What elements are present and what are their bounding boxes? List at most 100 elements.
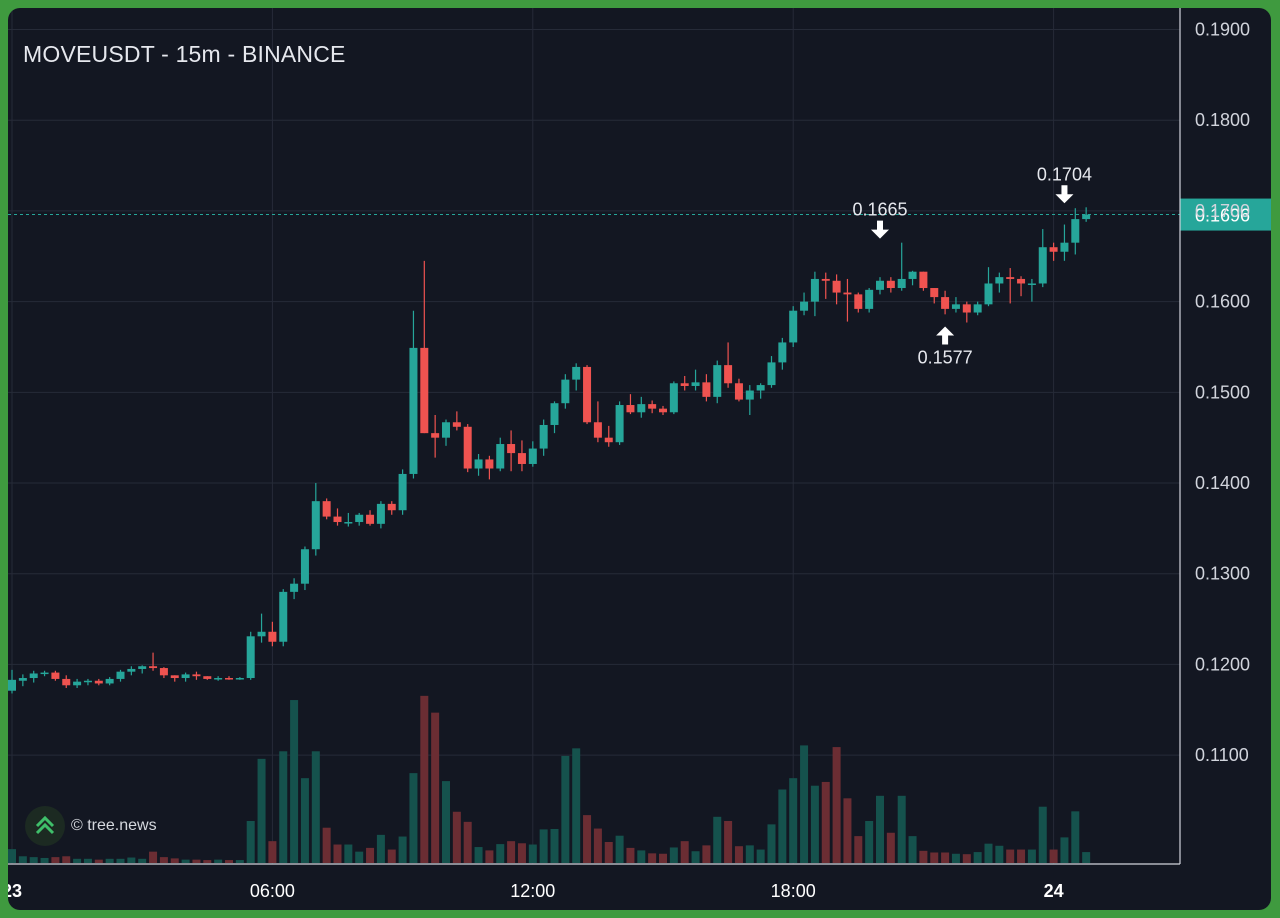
price-axis[interactable]: 0.1900 0.1800 0.1700 0.1600 0.1500 0.1400 0.13… bbox=[1179, 8, 1250, 864]
candle-body bbox=[62, 678, 71, 686]
volume-bar bbox=[756, 849, 765, 863]
candle-body bbox=[854, 294, 863, 309]
candle-body bbox=[702, 382, 711, 397]
candle-body bbox=[691, 382, 700, 386]
candle-body bbox=[1006, 277, 1015, 279]
candle-body bbox=[463, 426, 472, 469]
y-tick-label: 0.1900 bbox=[1195, 20, 1250, 40]
candle-body bbox=[1071, 219, 1080, 243]
candle-body bbox=[800, 301, 809, 311]
volume-bar bbox=[366, 847, 375, 863]
candle-body bbox=[40, 672, 49, 675]
y-tick-label: 0.1100 bbox=[1195, 745, 1249, 765]
candle-body bbox=[149, 666, 158, 669]
volume-bar bbox=[62, 856, 71, 863]
candle-body bbox=[474, 459, 483, 469]
candle-body bbox=[713, 365, 722, 397]
volume-bar bbox=[908, 836, 917, 863]
volume-bar bbox=[1049, 849, 1058, 863]
volume-bar bbox=[225, 860, 233, 863]
volume-bar bbox=[561, 755, 570, 863]
volume-bars bbox=[8, 695, 1091, 863]
volume-bar bbox=[420, 695, 429, 863]
candle-body bbox=[192, 674, 201, 677]
volume-bar bbox=[995, 845, 1004, 863]
candle-body bbox=[257, 631, 266, 637]
watermark-text: © tree.news bbox=[71, 817, 157, 834]
volume-bar bbox=[116, 858, 125, 863]
volume-bar bbox=[496, 844, 505, 863]
volume-bar bbox=[604, 842, 613, 863]
volume-bar bbox=[73, 858, 82, 863]
volume-bar bbox=[322, 827, 331, 863]
volume-bar bbox=[83, 858, 92, 863]
volume-bar bbox=[51, 857, 60, 863]
candle-body bbox=[843, 292, 852, 295]
volume-bar bbox=[1006, 849, 1015, 863]
candle-body bbox=[322, 501, 331, 517]
volume-bar bbox=[593, 828, 602, 863]
candle-body bbox=[311, 501, 320, 550]
candle-body bbox=[539, 424, 548, 449]
volume-bar bbox=[876, 795, 884, 863]
candle-body bbox=[734, 383, 743, 400]
volume-bar bbox=[246, 821, 255, 863]
volume-bar bbox=[615, 835, 624, 863]
volume-bar bbox=[897, 795, 906, 863]
candle-body bbox=[876, 280, 884, 290]
volume-bar bbox=[311, 751, 320, 863]
candle-body bbox=[984, 283, 993, 305]
candle-body bbox=[496, 444, 505, 469]
y-tick-label: 0.1200 bbox=[1195, 654, 1250, 674]
volume-bar bbox=[517, 843, 526, 863]
volume-bar bbox=[257, 758, 266, 863]
grid-lines bbox=[8, 8, 1180, 864]
candle-body bbox=[51, 672, 60, 679]
last-price-line: 0.1696 bbox=[8, 198, 1271, 231]
candle-body bbox=[29, 673, 38, 679]
candle-body bbox=[517, 453, 526, 464]
volume-bar bbox=[886, 832, 895, 863]
volume-bar bbox=[832, 747, 841, 863]
candle-body bbox=[886, 280, 895, 289]
chart-title: MOVEUSDT - 15m - BINANCE bbox=[23, 41, 346, 67]
candle-body bbox=[593, 422, 602, 438]
volume-bar bbox=[930, 852, 939, 863]
y-tick-label: 0.1500 bbox=[1195, 382, 1250, 402]
candle-body bbox=[376, 503, 385, 524]
candle-body bbox=[908, 271, 917, 279]
volume-bar bbox=[951, 853, 960, 863]
candle-body bbox=[1027, 283, 1036, 285]
candle-body bbox=[951, 304, 960, 309]
candle-body bbox=[344, 522, 353, 524]
volume-bar bbox=[821, 781, 830, 863]
volume-bar bbox=[485, 850, 494, 863]
candle-body bbox=[94, 680, 103, 684]
time-axis[interactable]: 23 06:00 12:00 18:00 24 bbox=[8, 863, 1180, 901]
candle-body bbox=[832, 280, 841, 293]
candle-body bbox=[442, 422, 450, 438]
annotation-label: 0.1577 bbox=[918, 347, 973, 367]
volume-bar bbox=[127, 857, 136, 863]
y-tick-label: 0.1300 bbox=[1195, 564, 1250, 584]
volume-bar bbox=[669, 847, 678, 863]
chart-frame: 0.1696 0.1665 0.1577 0.1704 0.1900 0.1800 0.… bbox=[8, 8, 1271, 910]
candle-body bbox=[18, 678, 27, 681]
volume-bar bbox=[1060, 837, 1069, 863]
price-annotations: 0.1665 0.1577 0.1704 bbox=[852, 164, 1092, 367]
volume-bar bbox=[702, 845, 711, 863]
candle-body bbox=[333, 516, 342, 523]
candle-body bbox=[507, 444, 516, 454]
volume-bar bbox=[474, 847, 483, 863]
candle-body bbox=[1082, 214, 1091, 220]
candle-body bbox=[127, 668, 136, 672]
x-tick-label: 12:00 bbox=[510, 881, 555, 901]
volume-bar bbox=[637, 850, 646, 863]
candle-body bbox=[279, 591, 288, 642]
volume-bar bbox=[442, 781, 450, 863]
volume-bar bbox=[572, 748, 581, 863]
volume-bar bbox=[1038, 806, 1047, 863]
volume-bar bbox=[800, 745, 809, 863]
candle-body bbox=[572, 366, 581, 380]
